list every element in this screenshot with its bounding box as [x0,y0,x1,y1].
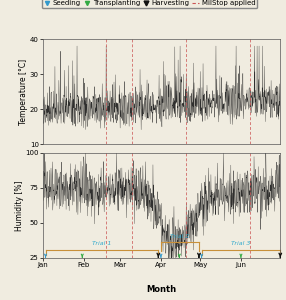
Text: Trial 3: Trial 3 [231,242,251,246]
Text: Trial 1: Trial 1 [92,242,112,246]
Y-axis label: Temperature [°C]: Temperature [°C] [19,58,28,125]
Legend: Seeding, Transplanting, Harvesting, MilStop applied: Seeding, Transplanting, Harvesting, MilS… [42,0,257,8]
Y-axis label: Humidity [%]: Humidity [%] [15,180,24,231]
X-axis label: Month: Month [146,285,177,294]
Text: Trial 2: Trial 2 [170,234,190,239]
